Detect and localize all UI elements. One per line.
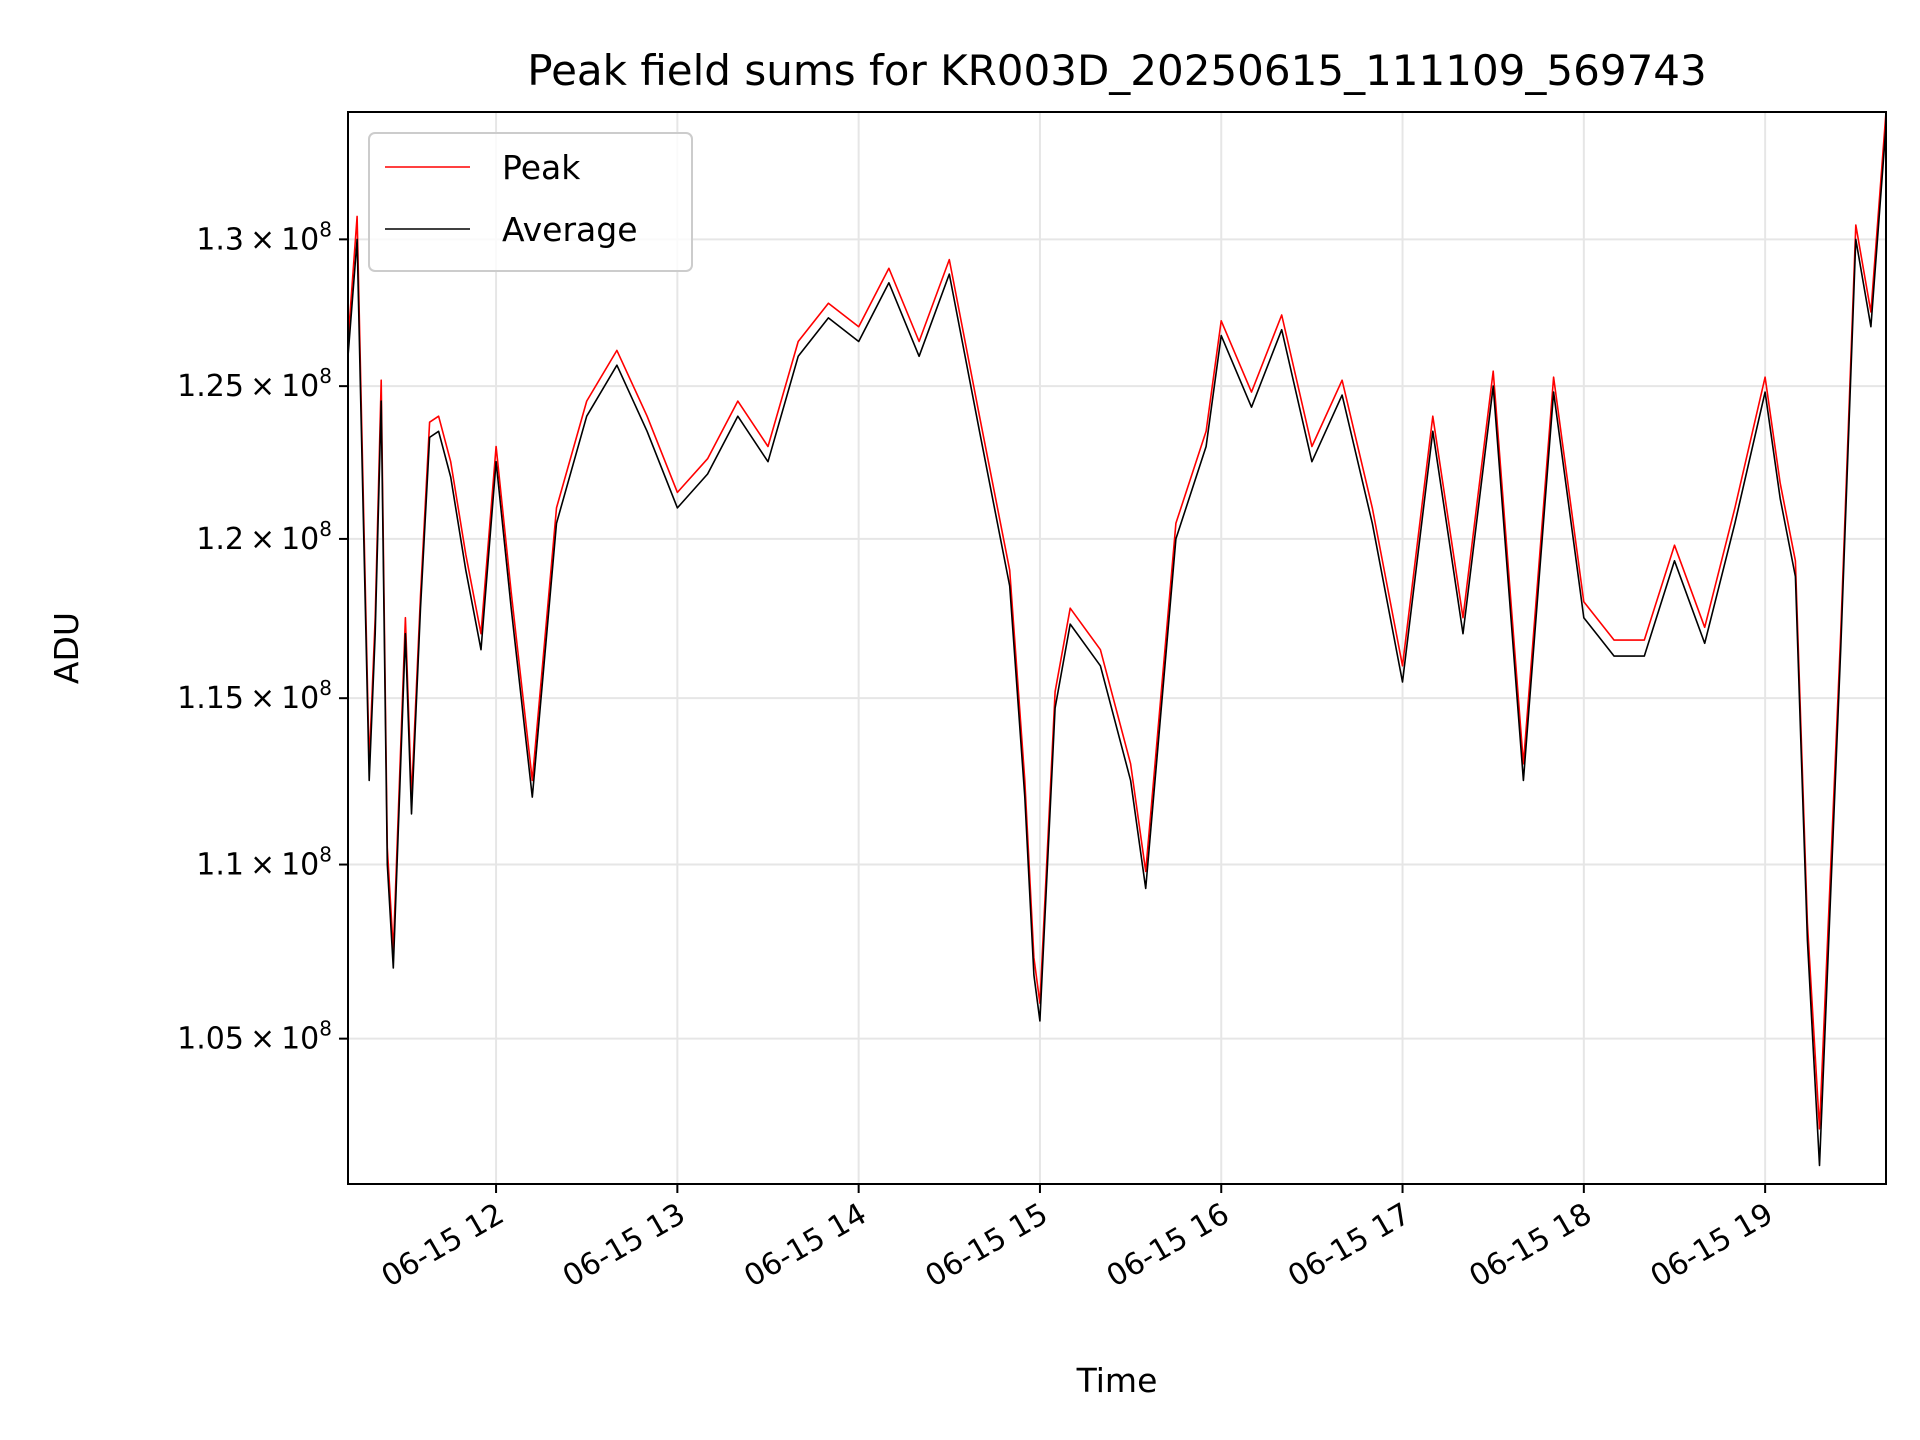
y-tick-label: 1.05 × 108 bbox=[177, 1017, 332, 1057]
series-line-average bbox=[347, 125, 1887, 1167]
y-tick-label: 1.2 × 108 bbox=[196, 517, 332, 557]
y-tick-label: 1.15 × 108 bbox=[177, 676, 332, 716]
legend-average-label: Average bbox=[502, 210, 638, 249]
chart-title: Peak field sums for KR003D_20250615_1111… bbox=[527, 46, 1706, 95]
y-axis-title: ADU bbox=[47, 612, 86, 684]
plot-frame bbox=[347, 111, 1887, 1185]
legend: Peak Average bbox=[368, 132, 693, 272]
series-line-peak bbox=[347, 111, 1887, 1130]
legend-peak-label: Peak bbox=[502, 148, 581, 187]
y-tick-label: 1.1 × 108 bbox=[196, 843, 332, 883]
y-tick-label: 1.25 × 108 bbox=[177, 364, 332, 404]
series-layer bbox=[347, 111, 1887, 1167]
x-axis-title: Time bbox=[1076, 1361, 1158, 1400]
y-tick-label: 1.3 × 108 bbox=[196, 217, 332, 257]
